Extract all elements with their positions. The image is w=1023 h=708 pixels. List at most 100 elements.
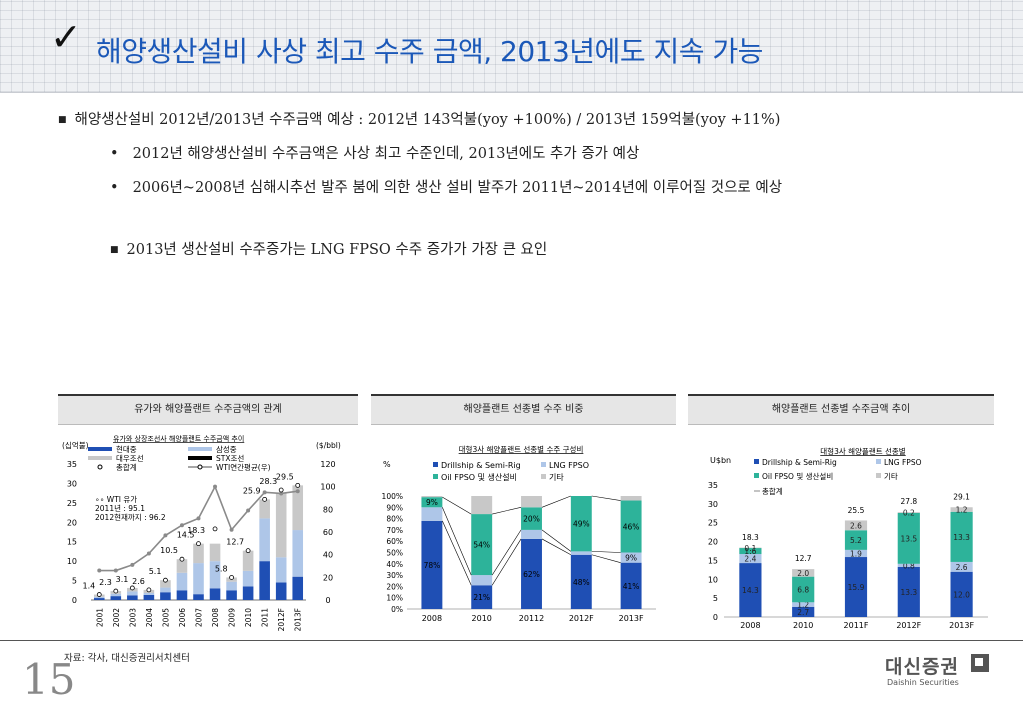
wti-point xyxy=(246,508,251,513)
total-label: 28.3 xyxy=(259,477,277,486)
legend-label: 현대중 xyxy=(116,445,137,454)
bar-segment xyxy=(110,593,122,597)
dot-bullet-icon: • xyxy=(110,146,119,162)
data-label: 49% xyxy=(573,520,590,529)
legend-label: 기타 xyxy=(884,472,898,481)
x-tick: 2005 xyxy=(161,608,170,627)
wti-point xyxy=(146,551,151,556)
y-tick: 40% xyxy=(386,560,403,569)
data-label: 1.9 xyxy=(850,549,862,558)
data-label: 14.3 xyxy=(742,586,759,595)
legend-label: Oil FPSO 및 생산설비 xyxy=(762,471,833,481)
x-tick: 2010 xyxy=(472,614,492,623)
y-tick: 5 xyxy=(713,594,718,603)
total-label: 1.4 xyxy=(83,582,96,591)
total-label: 2.3 xyxy=(99,578,112,587)
data-label: 6.8 xyxy=(797,585,809,594)
x-tick: 20112 xyxy=(519,614,544,623)
y-tick: 35 xyxy=(708,481,718,490)
y-left-unit-label: (십억불) xyxy=(62,441,89,450)
x-tick: 2008 xyxy=(211,608,220,627)
legend-swatch xyxy=(188,456,212,460)
bar-segment xyxy=(242,570,254,587)
company-logo: 대신증권 Daishin Securities xyxy=(885,652,995,692)
data-label: 2.4 xyxy=(744,555,756,564)
page-number: 15 xyxy=(22,655,76,704)
legend-label: Drillship & Semi-Rig xyxy=(762,458,837,467)
header-band xyxy=(0,0,1023,93)
data-label: 0.1 xyxy=(744,544,756,553)
y-right-tick: 80 xyxy=(323,505,333,514)
square-bullet-icon: ■ xyxy=(58,115,67,125)
annotation-text: 2012현재까지 : 96.2 xyxy=(95,513,166,522)
total-label: 10.5 xyxy=(160,546,178,555)
bar-segment xyxy=(792,606,815,617)
bar-segment xyxy=(897,512,920,513)
connector-line xyxy=(541,529,572,552)
data-label: 13.3 xyxy=(953,533,970,542)
legend-label: 대우조선 xyxy=(116,454,144,463)
bar-segment xyxy=(844,557,868,617)
bar-segment xyxy=(421,507,443,521)
legend-swatch xyxy=(88,447,112,451)
dot-bullet-icon: • xyxy=(110,180,119,196)
chart-title: 대형3사 해양플랜트 선종별 xyxy=(820,446,906,456)
wti-point xyxy=(163,533,168,538)
bar-segment xyxy=(93,598,105,600)
bar-segment xyxy=(897,512,920,564)
y-tick: 50% xyxy=(386,549,403,558)
x-tick: 2012F xyxy=(896,621,921,630)
y-unit-label: U$bn xyxy=(710,456,731,465)
wti-point xyxy=(279,491,284,496)
bar-segment xyxy=(950,571,973,617)
data-label: 9% xyxy=(625,554,637,563)
logo-name: 대신증권 xyxy=(885,656,959,678)
bar-segment xyxy=(160,587,171,593)
data-label: 13.3 xyxy=(900,588,917,597)
data-label: 12.0 xyxy=(953,590,970,599)
connector-line xyxy=(442,520,472,586)
slide-title: 해양생산설비 사상 최고 수주 금액, 2013년에도 지속 가능 xyxy=(96,35,763,68)
x-tick: 2003 xyxy=(128,608,137,627)
y-left-tick: 25 xyxy=(67,499,77,508)
legend-label: 기타 xyxy=(549,473,564,482)
total-marker xyxy=(196,541,201,547)
bar-segment xyxy=(421,520,443,609)
connector-line xyxy=(541,538,571,556)
y-tick: 25 xyxy=(708,519,718,528)
checkmark-icon: ✓ xyxy=(50,15,82,59)
x-tick: 2004 xyxy=(145,608,154,627)
y-tick: 0 xyxy=(713,613,718,622)
panel-1-title: 유가와 해양플랜트 수주금액의 관계 xyxy=(58,394,358,425)
y-left-tick: 20 xyxy=(67,518,77,527)
x-tick: 2001 xyxy=(95,608,104,627)
source-note: 자료: 각사, 대신증권리서치센터 xyxy=(64,653,190,664)
connector-line xyxy=(442,496,472,515)
bullet-2-text: 2012년 해양생산설비 수주금액은 사상 최고 수준인데, 2013년에도 추… xyxy=(132,146,640,162)
total-label: 25.9 xyxy=(243,486,261,495)
y-tick: 90% xyxy=(386,503,403,512)
bar-segment xyxy=(93,596,105,599)
data-label: 0.2 xyxy=(903,509,915,518)
bar-segment xyxy=(620,562,642,609)
x-tick: 2013F xyxy=(619,614,644,623)
data-label: 54% xyxy=(473,541,490,550)
panel-3-title: 해양플랜트 선종별 수주금액 추이 xyxy=(688,394,994,425)
legend-swatch xyxy=(541,474,546,479)
bullet-4-text: 2013년 생산설비 수주증가는 LNG FPSO 수주 증가가 가장 큰 요인 xyxy=(126,242,548,258)
bar-segment xyxy=(521,529,542,539)
y-unit-label: % xyxy=(383,460,391,469)
bullet-3: • 2006년~2008년 심해시추선 발주 붐에 의한 생산 설비 발주가 20… xyxy=(110,178,782,198)
data-label: 2.7 xyxy=(797,608,809,617)
legend-label: 총합계 xyxy=(116,462,137,472)
y-tick: 30% xyxy=(386,571,403,580)
bar-segment xyxy=(226,590,237,600)
bar-segment xyxy=(127,595,138,600)
legend-swatch xyxy=(197,464,203,470)
bar-segment xyxy=(127,591,138,596)
y-tick: 0% xyxy=(391,605,403,614)
bar-segment xyxy=(897,566,920,617)
y-tick: 20 xyxy=(708,538,718,547)
bar-segment xyxy=(176,559,188,573)
data-label: 5.2 xyxy=(850,536,862,545)
